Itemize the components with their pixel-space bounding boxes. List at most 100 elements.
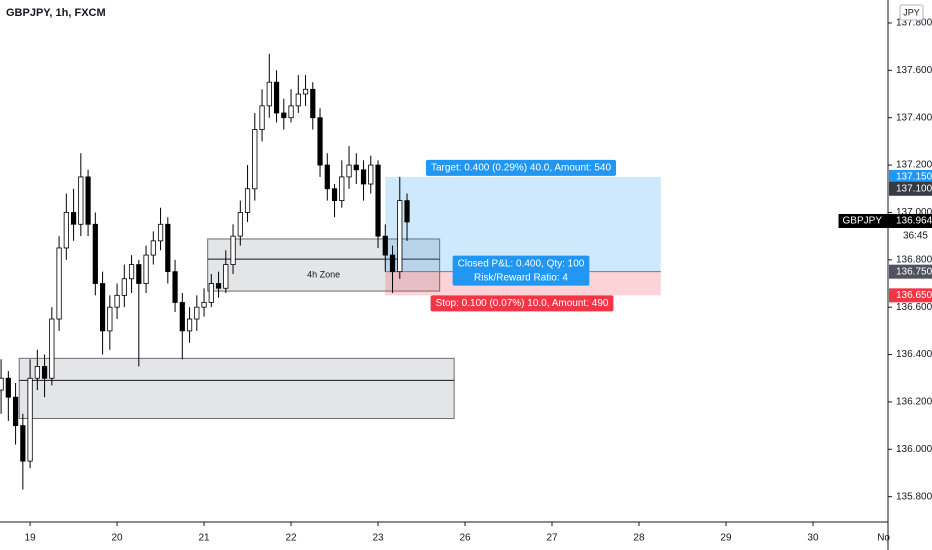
price-label: 136.750 [896,266,932,277]
candle-body [360,169,367,185]
y-tick-label: 136.400 [896,349,932,360]
x-tick-label: 22 [285,533,297,544]
currency: JPY [903,7,920,17]
candle-body [273,81,280,114]
plot-area: 4h Zone Target: 0.400 (0.29%) 40.0, Amoun… [0,53,661,490]
candle-body [397,200,403,273]
candle-body [92,223,98,284]
candle-body [0,377,4,391]
candle-body [107,306,113,332]
pnl-label: Closed P&L: 0.400, Qty: 100 [458,258,585,269]
candle-body [201,302,207,308]
candle-body [295,93,301,107]
price-label: 136.650 [896,290,932,301]
pnl-label: Risk/Reward Ratio: 4 [474,272,568,283]
candle-body [389,254,396,273]
candle-body [223,264,229,289]
price-label: 137.150 [896,172,932,183]
price-label-box [889,213,932,228]
candle-body [208,283,214,303]
candle-body [165,223,171,273]
target-label-box [425,159,617,176]
candle-body [99,283,106,332]
y-tick-label: 137.400 [896,112,932,123]
price-label: 137.100 [896,183,932,194]
target-label: Target: 0.400 (0.29%) 40.0, Amount: 540 [431,163,612,174]
y-tick-label: 137.000 [896,207,932,218]
countdown-box [900,228,932,243]
symbol-name: GBPJPY [843,216,883,227]
zone [18,357,455,419]
x-tick-label: 19 [25,533,37,544]
candle-body [310,88,316,119]
candle-body [186,318,193,332]
x-tick-label: 23 [372,533,384,544]
chart-title: GBPJPY, 1h, FXCM [6,7,106,19]
y-tick-label: 136.600 [896,302,932,313]
candle-body [49,318,55,379]
candle-body [324,164,330,190]
candle-body [172,271,178,303]
candle-body [128,264,135,280]
y-tick-label: 136.200 [896,397,932,408]
candle-body [63,212,69,249]
candle-body [114,294,120,308]
candle-body [215,283,222,289]
candle-body [41,365,48,379]
zone-label: 4h Zone [307,269,340,279]
candle-body [252,129,258,190]
candle-body [266,81,272,107]
candle-body [56,247,62,320]
candle-body [20,425,26,462]
stop-label-box [430,295,614,312]
candle-body [34,365,40,379]
price-label: 136.964 [896,216,932,227]
candle-body [302,88,309,95]
axes: 135.800 136.000 136.200 136.400 136.600 136.8… [25,18,932,544]
candle-body [27,377,33,462]
candle-body [317,117,323,166]
price-label-box [889,169,932,184]
y-tick-label: 136.800 [896,254,932,265]
candle-body [78,176,84,225]
candle-body [121,278,127,296]
x-tick-label: No [877,533,890,544]
y-tick-label: 137.600 [896,65,932,76]
candle-body [70,212,77,225]
candle-body [259,105,265,130]
candle-body [404,200,410,223]
price-label-box [889,181,932,196]
candle-body [382,235,388,256]
candle-body [230,235,236,265]
y-tick-label: 136.000 [896,444,932,455]
candle-body [157,223,164,242]
candle-body [237,212,243,237]
candle-body [368,164,374,185]
y-tick-label: 135.800 [896,491,932,502]
candle-body [339,176,345,202]
x-tick-label: 21 [198,533,210,544]
candle-body [194,306,200,320]
candle-body [244,188,251,213]
candle-body [85,176,91,225]
x-tick-label: 27 [546,533,558,544]
candle-body [353,164,359,171]
candle-body [143,254,149,284]
price-label-box [889,288,932,303]
stop-label: Stop: 0.100 (0.07%) 10.0, Amount: 490 [436,298,609,309]
x-tick-label: 30 [807,533,819,544]
candle-body [179,302,185,332]
currency-box[interactable] [899,4,924,21]
y-tick-label: 137.800 [896,18,932,29]
y-tick-label: 137.200 [896,160,932,171]
candle-body [150,240,156,256]
countdown: 36:45 [903,231,928,242]
candle-body [12,396,19,427]
candle-body [281,112,287,119]
candle-body [288,105,294,119]
candle-body [5,377,11,398]
price-label-box [889,264,932,279]
x-tick-label: 20 [112,533,124,544]
candle-body [346,164,352,178]
